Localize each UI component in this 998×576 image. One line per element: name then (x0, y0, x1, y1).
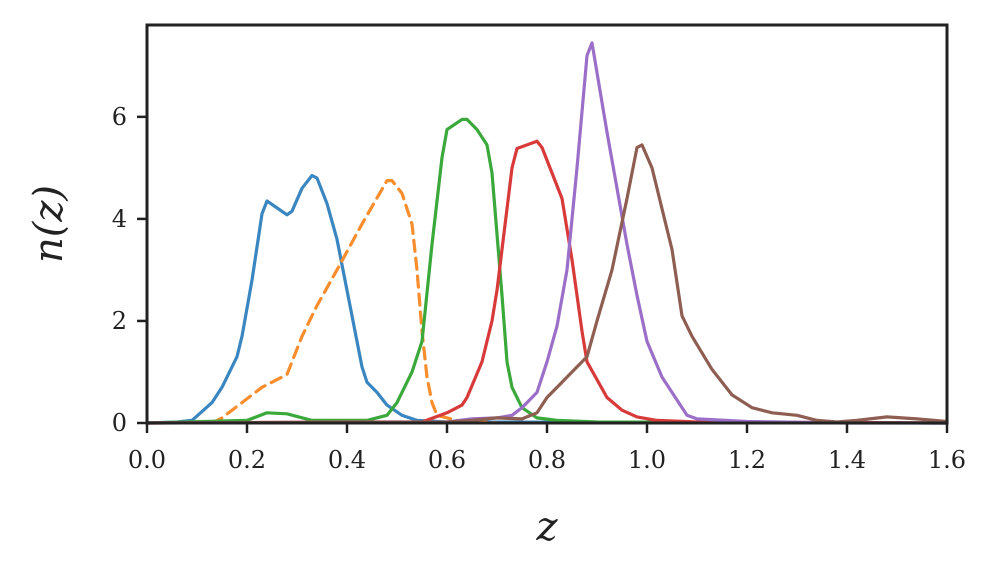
x-tick-label: 1.0 (628, 446, 666, 474)
x-tick-label: 1.2 (728, 446, 766, 474)
y-tick-label: 0 (112, 409, 127, 437)
x-axis-label: z (535, 504, 558, 550)
x-tick-label: 1.4 (828, 446, 866, 474)
series-line-5 (145, 41, 949, 425)
series-line-3 (145, 117, 949, 425)
x-tick-label: 0.4 (328, 446, 366, 474)
y-tick-label: 4 (112, 205, 127, 233)
series-line-2 (210, 179, 499, 425)
y-axis-label: n(z) (26, 185, 72, 263)
series-line-6 (145, 143, 949, 425)
series-line-1 (145, 173, 949, 425)
x-tick-label: 0.0 (128, 446, 166, 474)
x-tick-label: 0.6 (428, 446, 466, 474)
series-line-4 (145, 139, 949, 425)
x-tick-label: 0.8 (528, 446, 566, 474)
x-tick-label: 0.2 (228, 446, 266, 474)
x-tick-label: 1.6 (928, 446, 966, 474)
y-tick-label: 6 (112, 103, 127, 131)
x-axis: 0.0 0.2 0.4 0.6 0.8 1.0 1.2 1.4 1.6 (128, 423, 966, 474)
y-tick-label: 2 (112, 307, 127, 335)
series-layer (145, 41, 949, 425)
y-axis: 0 2 4 6 (112, 103, 147, 437)
